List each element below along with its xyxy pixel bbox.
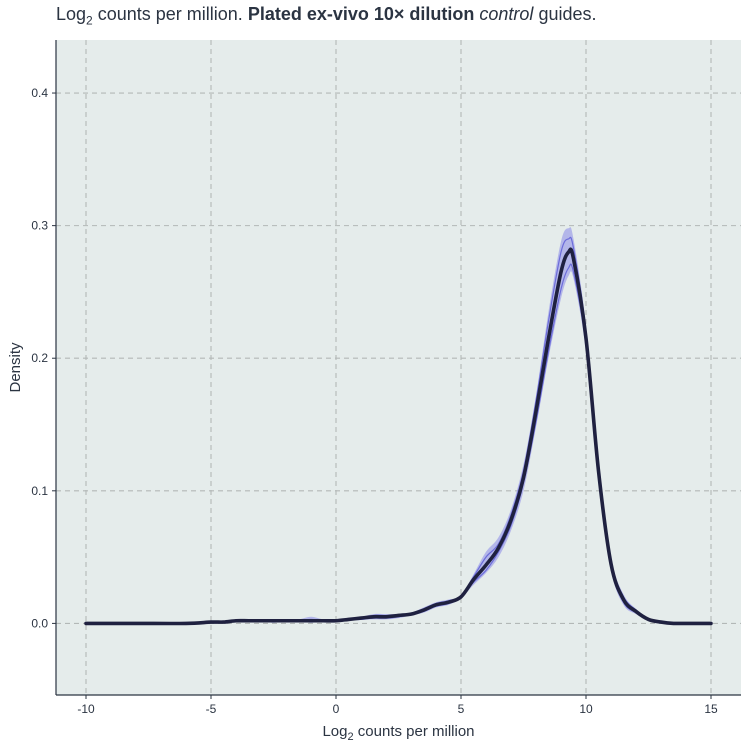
x-tick-label-15: 15 (704, 702, 718, 716)
y-tick-label-0.1: 0.1 (31, 484, 48, 498)
title-rest: counts per million. (92, 4, 248, 24)
y-tick-label-0.0: 0.0 (31, 616, 48, 630)
x-tick-label--5: -5 (206, 702, 217, 716)
title-suffix: guides. (533, 4, 597, 24)
y-tick-label-0.3: 0.3 (31, 219, 48, 233)
y-tick-label-0.4: 0.4 (31, 86, 48, 100)
x-axis-title: Log2 counts per million (322, 723, 474, 743)
y-axis-title: Density (7, 342, 24, 393)
x-tick-label-0: 0 (333, 702, 340, 716)
grid-lines (56, 40, 741, 695)
plot-panel (56, 40, 741, 695)
ribbon-layer (86, 227, 711, 624)
title-bold: Plated ex-vivo 10× dilution (247, 4, 475, 24)
x-tick-label--10: -10 (77, 702, 95, 716)
x-tick-label-5: 5 (458, 702, 465, 716)
series-layer (84, 236, 713, 626)
axes (52, 40, 741, 699)
title-italic: control (479, 4, 534, 24)
chart-title: Log2 counts per million. Plated ex-vivo … (56, 4, 596, 28)
x-tick-label-10: 10 (579, 702, 593, 716)
mean-density-line (84, 247, 713, 626)
confidence-ribbon (86, 227, 711, 624)
tick-labels: -10 -5 0 5 10 15 0.0 0.1 0.2 0.3 0.4 (31, 86, 718, 716)
y-tick-label-0.2: 0.2 (31, 351, 48, 365)
title-subscript: 2 (86, 13, 93, 28)
title-prefix: Log (56, 4, 87, 24)
